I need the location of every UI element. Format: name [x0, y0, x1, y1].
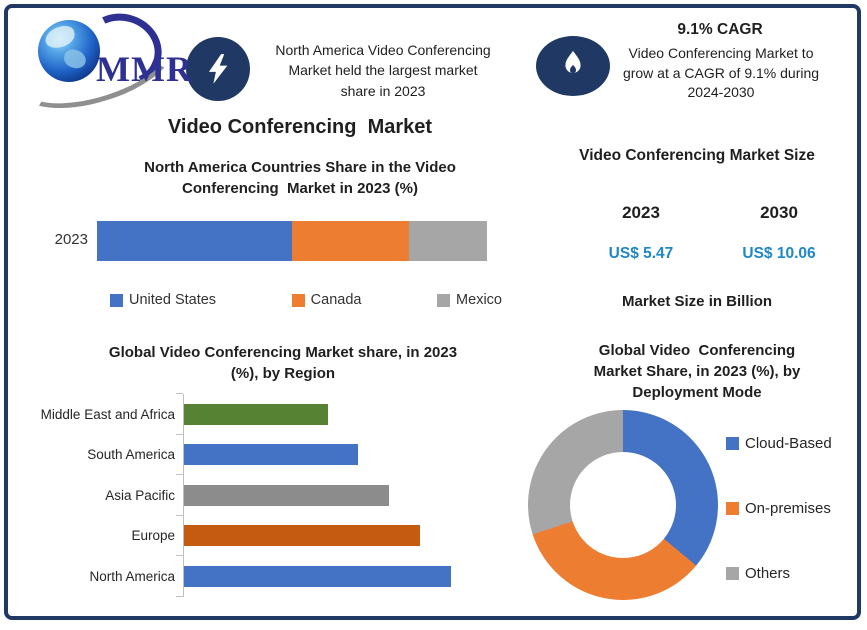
- legend-item: Cloud-Based: [726, 435, 832, 452]
- globe-icon: [38, 20, 100, 82]
- mmr-logo: MMR: [9, 3, 193, 124]
- legend-swatch: [726, 437, 739, 450]
- region-label: Asia Pacific: [105, 487, 175, 503]
- region-label: South America: [87, 447, 175, 463]
- region-chart-title: Global Video Conferencing Market share, …: [108, 344, 458, 382]
- region-bar-chart: Middle East and Africa South America Asia …: [30, 393, 466, 597]
- donut-chart-title: Global Video Conferencing Market Share, …: [593, 342, 801, 401]
- region-bar-area: [176, 555, 466, 597]
- market-size-years: 2023 2030: [572, 203, 848, 223]
- legend-label: Mexico: [456, 292, 502, 308]
- legend-label: Others: [745, 565, 791, 582]
- region-bar-area: [176, 514, 466, 556]
- region-row: Asia Pacific: [30, 474, 466, 516]
- logo-text: MMR: [96, 49, 193, 89]
- lightning-bolt-icon: [208, 54, 228, 84]
- region-bar-area: [176, 393, 466, 435]
- region-row: South America: [30, 433, 466, 475]
- region-row: Europe: [30, 514, 466, 556]
- deployment-donut: [528, 410, 718, 600]
- stacked-bar-segment: [97, 221, 292, 261]
- stacked-bar-segment: [292, 221, 409, 261]
- value-2023: US$ 5.47: [608, 245, 674, 262]
- region-bar: [184, 484, 390, 506]
- legend-item: Others: [726, 565, 832, 582]
- stacked-chart-category-label: 2023: [54, 231, 88, 248]
- region-bar-area: [176, 433, 466, 475]
- year-2030-label: 2030: [760, 203, 798, 222]
- region-label: Europe: [131, 528, 175, 544]
- flame-icon: [565, 50, 581, 74]
- market-size-title: Video Conferencing Market Size: [579, 147, 815, 164]
- market-size-values: US$ 5.47 US$ 10.06: [572, 245, 848, 263]
- donut-legend: Cloud-Based On-premises Others: [726, 435, 832, 582]
- region-bar-area: [176, 474, 466, 516]
- region-bar: [184, 565, 451, 587]
- cagr-text: Video Conferencing Market to grow at a C…: [622, 45, 820, 101]
- legend-swatch: [291, 293, 305, 307]
- legend-swatch: [726, 502, 739, 515]
- region-bar: [184, 444, 359, 466]
- legend-swatch: [726, 567, 739, 580]
- stacked-bar-segment: [409, 221, 487, 261]
- region-label: North America: [89, 568, 175, 584]
- highlight-badge: [186, 37, 250, 101]
- stacked-bar-legend: United States Canada Mexico: [110, 292, 502, 308]
- region-row: Middle East and Africa: [30, 393, 466, 435]
- region-label: Middle East and Africa: [40, 406, 175, 422]
- legend-label: On-premises: [745, 500, 831, 517]
- year-2023-label: 2023: [622, 203, 660, 222]
- legend-swatch: [110, 293, 123, 307]
- legend-label: United States: [129, 292, 217, 308]
- legend-label: Cloud-Based: [745, 435, 832, 452]
- region-bar: [184, 525, 420, 547]
- legend-item: On-premises: [726, 500, 832, 517]
- stacked-chart-title: North America Countries Share in the Vid…: [144, 159, 456, 197]
- cagr-title: 9.1% CAGR: [677, 21, 763, 38]
- page-title: Video Conferencing Market: [167, 116, 433, 138]
- highlight-text: North America Video Conferencing Market …: [275, 42, 491, 99]
- cagr-badge: [536, 36, 610, 96]
- value-2030: US$ 10.06: [742, 245, 816, 262]
- market-size-note: Market Size in Billion: [621, 293, 773, 310]
- stacked-bar: [97, 221, 487, 261]
- legend-item: Canada: [291, 292, 362, 308]
- legend-swatch: [437, 293, 451, 307]
- region-row: North America: [30, 555, 466, 597]
- legend-item: United States: [110, 292, 216, 308]
- legend-label: Canada: [310, 292, 362, 308]
- legend-item: Mexico: [437, 292, 502, 308]
- region-bar: [184, 403, 328, 425]
